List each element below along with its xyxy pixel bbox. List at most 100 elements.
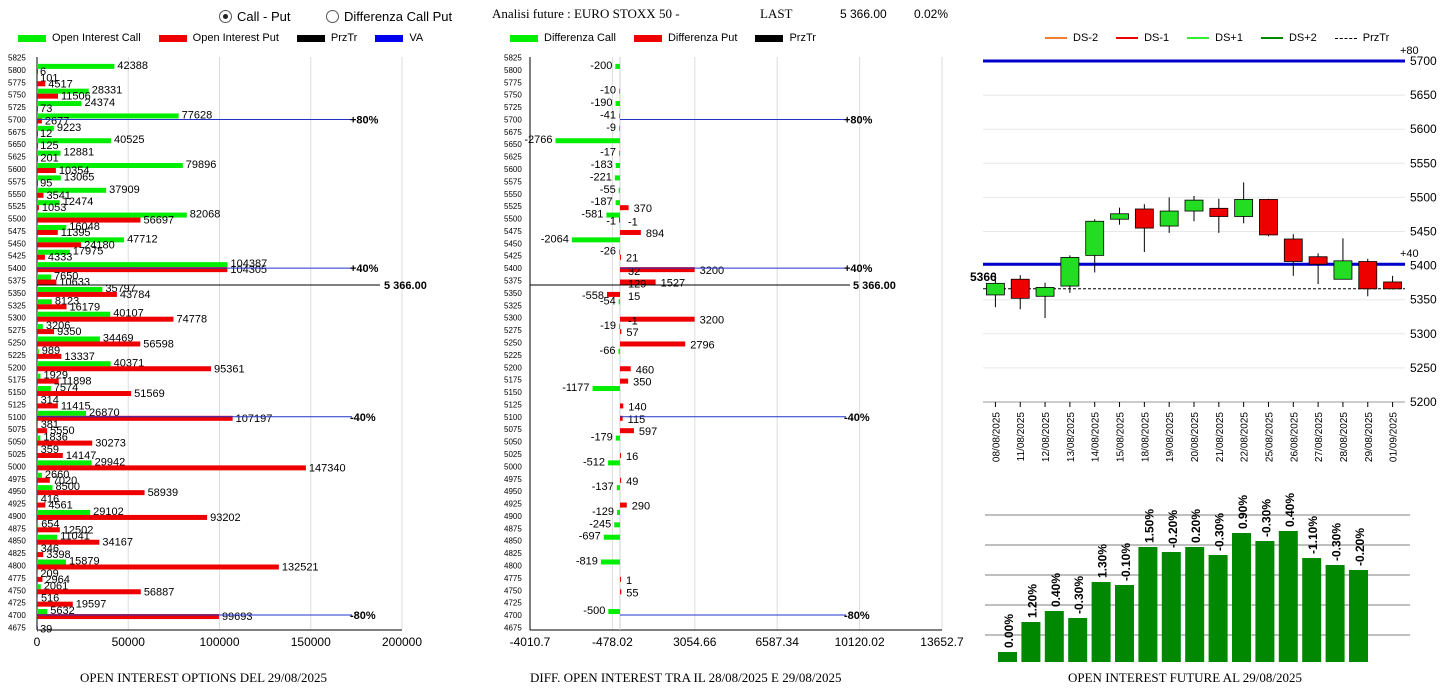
fbar-bar xyxy=(1185,547,1205,662)
oi-call-bar xyxy=(37,584,41,590)
candle-body xyxy=(1259,199,1278,236)
diff-strike-label: 4900 xyxy=(504,512,522,521)
change-percent: 0.02% xyxy=(914,7,949,21)
oi-call-bar xyxy=(37,324,43,330)
oi-put-bar xyxy=(37,68,38,74)
diff-xtick: 6587.34 xyxy=(756,635,800,649)
oi-strike-label: 5375 xyxy=(8,277,26,286)
fbar-bar xyxy=(1115,585,1134,662)
diff-put-label: 140 xyxy=(628,401,646,413)
oi-strike-label: 4700 xyxy=(8,611,26,620)
diff-strike-label: 4950 xyxy=(504,487,522,496)
diff-put-label: 3200 xyxy=(700,315,724,327)
fbar-value-label: -0.20% xyxy=(1353,528,1367,566)
oi-put-bar xyxy=(37,539,100,545)
diff-put-bar xyxy=(620,229,641,235)
diff-put-bar xyxy=(620,576,621,582)
diff-strike-label: 5825 xyxy=(504,54,522,63)
oi-call-bar xyxy=(37,125,54,131)
candle-level-label: +40 xyxy=(1400,248,1419,260)
oi-put-bar xyxy=(37,527,60,533)
diff-xtick: -4010.7 xyxy=(510,635,551,649)
legend-ds+1: DS+1 xyxy=(1187,32,1243,44)
diff-call-label: -17 xyxy=(600,147,616,159)
candle-date-label: 14/08/2025 xyxy=(1091,412,1102,462)
oi-va-label: -80% xyxy=(350,610,376,622)
oi-xtick: 50000 xyxy=(112,635,146,649)
oi-call-bar xyxy=(37,76,38,82)
diff-put-bar xyxy=(620,589,622,595)
diff-strike-label: 5275 xyxy=(504,326,522,335)
oi-put-label: 19597 xyxy=(76,599,107,611)
oi-put-bar xyxy=(37,614,219,620)
oi-put-bar xyxy=(37,81,46,87)
fbar-value-label: 0.90% xyxy=(1236,495,1250,529)
candle-body xyxy=(1234,199,1254,217)
candle-body xyxy=(1283,238,1303,262)
diff-call-bar xyxy=(608,609,620,615)
radio-call-put[interactable]: Call - Put xyxy=(219,9,290,24)
oi-put-bar xyxy=(37,192,44,198)
oi-put-bar xyxy=(37,130,38,136)
candle-date-label: 18/08/2025 xyxy=(1140,412,1151,462)
future-legend: DS-2 DS-1 DS+1 DS+2 PrzTr xyxy=(1045,32,1407,44)
candle-date-label: 21/08/2025 xyxy=(1215,412,1226,462)
diff-extra-label: -1 xyxy=(628,316,638,328)
candle-date-label: 26/08/2025 xyxy=(1289,412,1300,462)
candle-body xyxy=(1159,210,1179,227)
oi-va-label: +80% xyxy=(350,114,379,126)
diff-call-bar xyxy=(571,237,620,243)
oi-xtick: 200000 xyxy=(382,635,422,649)
diff-call-bar xyxy=(615,200,620,206)
legend-ds-1: DS-1 xyxy=(1116,32,1169,44)
oi-call-bar xyxy=(37,472,42,478)
oi-call-bar xyxy=(37,547,38,553)
oi-put-label: 201 xyxy=(40,153,58,165)
oi-strike-label: 5625 xyxy=(8,153,26,162)
candle-date-label: 08/08/2025 xyxy=(991,412,1002,462)
fbar-bar xyxy=(1208,555,1228,662)
candle-body xyxy=(1134,208,1154,229)
future-bar-chart: 0.00% 1.20% 0.40% -0.30% 1.30% -0.10% 1.50% -0.… xyxy=(985,493,1410,662)
oi-strike-label: 5275 xyxy=(8,326,26,335)
candle-date-label: 12/08/2025 xyxy=(1041,412,1052,462)
fbar-value-label: -0.10% xyxy=(1119,543,1133,581)
oi-put-label: 3541 xyxy=(46,190,70,202)
diff-strike-label: 5025 xyxy=(504,450,522,459)
diff-strike-label: 4975 xyxy=(504,475,522,484)
oi-strike-label: 5775 xyxy=(8,78,26,87)
radio-diff-call-put[interactable]: Differenza Call Put xyxy=(326,9,452,24)
candle-ytick: 5300 xyxy=(1410,327,1437,341)
diff-xtick: 3054.66 xyxy=(673,635,717,649)
diff-put-bar xyxy=(619,217,620,223)
diff-strike-label: 5200 xyxy=(504,363,522,372)
oi-call-bar xyxy=(37,559,66,565)
oi-put-bar xyxy=(37,564,279,570)
oi-put-bar xyxy=(37,205,39,211)
diff-strike-label: 5225 xyxy=(504,351,522,360)
diff-strike-label: 5575 xyxy=(504,177,522,186)
diff-put-bar xyxy=(620,415,623,421)
oi-strike-label: 5675 xyxy=(8,128,26,137)
diff-strike-label: 5325 xyxy=(504,301,522,310)
diff-strike-label: 5125 xyxy=(504,400,522,409)
oi-put-label: 56598 xyxy=(143,338,174,350)
diff-strike-label: 5000 xyxy=(504,462,522,471)
oi-put-bar xyxy=(37,452,63,458)
diff-call-bar xyxy=(618,348,620,354)
diff-strike-label: 4675 xyxy=(504,623,522,632)
diff-strike-label: 5050 xyxy=(504,438,522,447)
fbar-bar xyxy=(1278,531,1298,662)
diff-put-bar xyxy=(620,428,634,434)
diff-strike-label: 5175 xyxy=(504,376,522,385)
oi-call-bar xyxy=(37,373,41,379)
oi-strike-label: 5725 xyxy=(8,103,26,112)
fbar-bar xyxy=(1349,570,1368,662)
legend-oi-call: Open Interest Call xyxy=(18,32,141,44)
diff-put-bar xyxy=(620,329,622,335)
candle-ytick: 5600 xyxy=(1410,122,1437,136)
diff-call-label: -245 xyxy=(589,518,611,530)
oi-put-label: 107197 xyxy=(236,413,273,425)
diff-put-label: 57 xyxy=(626,327,638,339)
oi-put-label: 24180 xyxy=(84,239,115,251)
